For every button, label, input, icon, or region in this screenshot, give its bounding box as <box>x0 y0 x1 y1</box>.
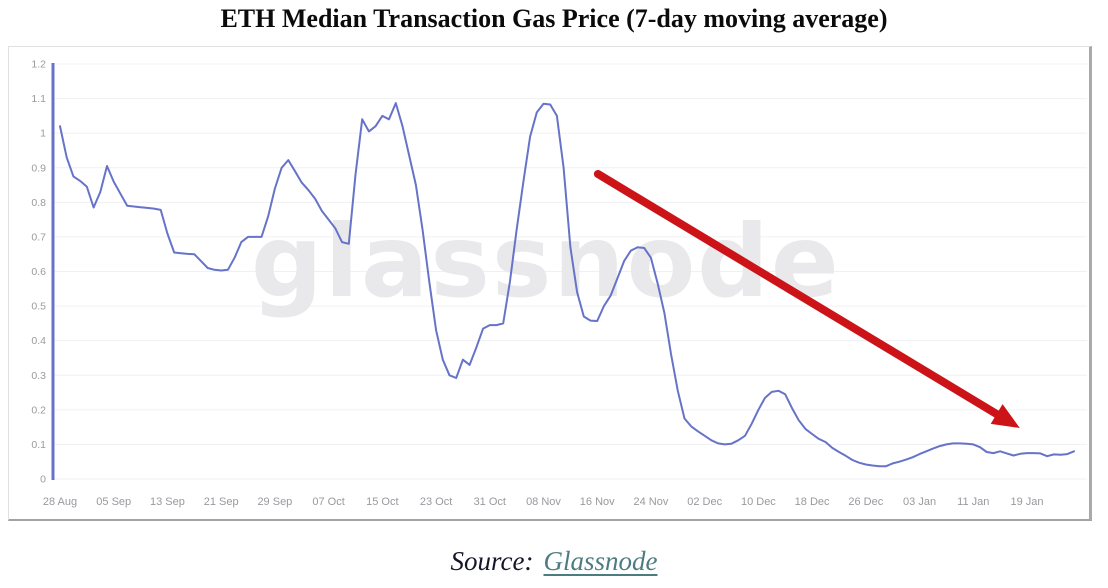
y-axis-tick-label: 1.2 <box>31 59 46 71</box>
y-axis-tick-label: 0.5 <box>31 301 46 313</box>
y-axis-tick-label: 0.7 <box>31 231 46 243</box>
chart-panel: glassnode 0 0.1 0.2 0.3 0.4 0.5 0.6 0.7 0.8 0.9 1 1… <box>8 46 1092 521</box>
x-axis-tick-label: 05 Sep <box>96 496 131 508</box>
x-axis-tick-label: 28 Aug <box>43 496 77 508</box>
trend-arrow-shaft <box>593 169 1001 419</box>
y-axis-tick-label: 1.1 <box>31 93 46 105</box>
x-axis-tick-label: 13 Sep <box>150 496 185 508</box>
source-line: Source: Glassnode <box>0 546 1108 577</box>
x-axis-tick-label: 24 Nov <box>634 496 669 508</box>
y-axis-tick-label: 1 <box>40 128 46 140</box>
glassnode-link[interactable]: Glassnode <box>543 546 658 576</box>
x-axis-tick-label: 18 Dec <box>795 496 830 508</box>
y-axis-tick-label: 0.8 <box>31 197 46 209</box>
x-axis-tick-label: 26 Dec <box>848 496 883 508</box>
y-axis-tick-label: 0 <box>40 474 46 486</box>
y-axis-tick-label: 0.3 <box>31 370 46 382</box>
x-axis-tick-label: 19 Jan <box>1010 496 1043 508</box>
x-axis-tick-label: 23 Oct <box>420 496 452 508</box>
x-axis-tick-label: 08 Nov <box>526 496 561 508</box>
y-axis-tick-label: 0.4 <box>31 335 46 347</box>
y-axis-tick-label: 0.2 <box>31 404 46 416</box>
y-axis-tick-label: 0.6 <box>31 266 46 278</box>
x-axis-tick-label: 31 Oct <box>474 496 506 508</box>
x-axis-tick-label: 15 Oct <box>366 496 398 508</box>
y-axis-tick-label: 0.1 <box>31 439 46 451</box>
source-label: Source: <box>450 546 534 576</box>
x-axis-tick-label: 07 Oct <box>312 496 344 508</box>
x-axis-tick-label: 16 Nov <box>580 496 615 508</box>
y-axis-tick-label: 0.9 <box>31 162 46 174</box>
x-axis-tick-label: 10 Dec <box>741 496 776 508</box>
x-axis-tick-label: 11 Jan <box>957 496 989 508</box>
page-title: ETH Median Transaction Gas Price (7-day … <box>220 4 888 33</box>
trend-arrow-head <box>990 404 1020 428</box>
x-axis-tick-label: 03 Jan <box>903 496 936 508</box>
price-line <box>59 102 1075 468</box>
glassnode-watermark: glassnode <box>251 203 841 320</box>
gas-price-chart: glassnode 00.10.20.30.40.50.60.70.80.911… <box>31 59 1087 508</box>
x-axis-tick-label: 02 Dec <box>687 496 722 508</box>
x-axis-tick-label: 21 Sep <box>204 496 239 508</box>
x-axis-tick-label: 29 Sep <box>257 496 292 508</box>
